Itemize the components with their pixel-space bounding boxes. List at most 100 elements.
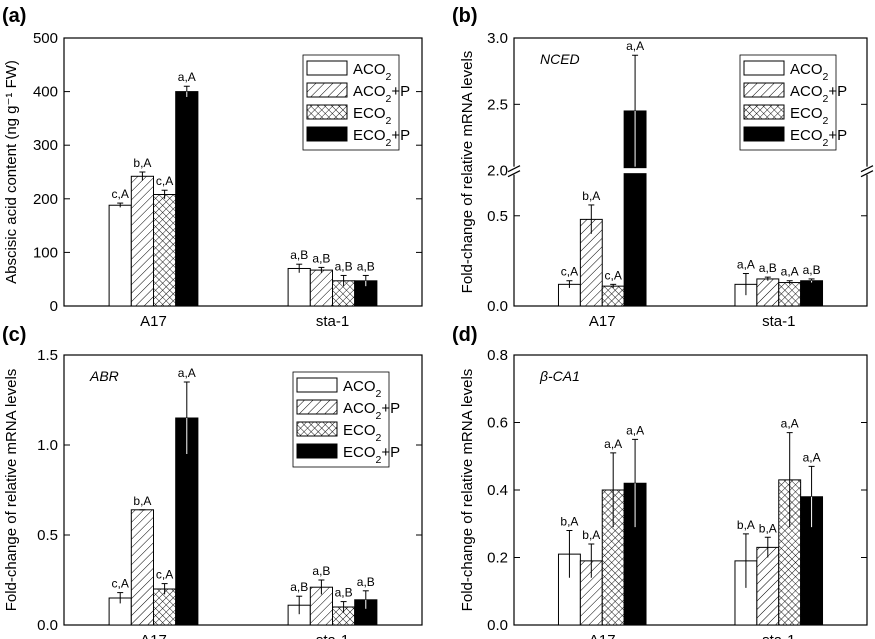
panel-a-ytick-label: 400 [33, 84, 58, 101]
panel-c-plot-frame [63, 354, 423, 626]
panel-b-bar-label: c,A [561, 265, 578, 279]
panel-c-ytick-label: 0.0 [37, 617, 58, 634]
panel-d-ytick-label: 0.6 [487, 415, 508, 432]
panel-d-category-label: sta-1 [762, 632, 795, 639]
panel-d-bar-label: a,A [604, 437, 622, 451]
panel-c-legend-label: ECO2 [343, 422, 382, 444]
panel-a-bar-label: a,B [312, 251, 330, 265]
panel-c-category-label: A17 [140, 632, 167, 639]
panel-a-legend-label: ACO2+P [353, 83, 410, 105]
panel-c-bar-label: a,A [178, 366, 196, 380]
panel-c-legend-swatch [296, 377, 338, 393]
panel-b-bar-label: a,A [781, 265, 799, 279]
panel-d-ytick-label: 0.2 [487, 550, 508, 567]
panel-d-bar [756, 546, 780, 626]
panel-b-bar-label: b,A [582, 189, 600, 203]
panel-b-legend-label: ACO2+P [790, 83, 847, 105]
panel-c-gene-name: ABR [89, 368, 119, 384]
panel-label-b: (b) [452, 5, 478, 27]
panel-a-ytick-label: 500 [33, 30, 58, 47]
panel-c-bar-label: c,A [112, 577, 129, 591]
panel-c-legend-swatch [296, 399, 338, 415]
panel-b-bar [756, 278, 780, 307]
panel-a-legend-swatch [306, 82, 348, 98]
panel-b-y-axis-label: Fold-change of relative mRNA levels [459, 51, 476, 294]
panel-a-y-axis-label: Abscisic acid content (ng g⁻¹ FW) [3, 60, 20, 284]
panel-b-break-mark [507, 165, 521, 173]
panel-b-ytick-label: 0.0 [487, 298, 508, 315]
panel-c-bar-label: a,B [357, 575, 375, 589]
panel-c-bar-label: a,B [290, 580, 308, 594]
panel-a-category-label: A17 [140, 313, 167, 330]
panel-b-ytick-label: 0.5 [487, 208, 508, 225]
panel-c-ytick-label: 0.5 [37, 527, 58, 544]
panel-a-ytick-label: 300 [33, 137, 58, 154]
panel-label-c: (c) [2, 324, 26, 346]
panel-a-legend-swatch [306, 126, 348, 142]
panel-c-ytick-label: 1.0 [37, 437, 58, 454]
panel-a-bar-label: c,A [156, 174, 173, 188]
panel-b-bar-label: a,A [626, 39, 644, 53]
panel-c-bar-label: b,A [133, 494, 151, 508]
panel-a-legend-label: ECO2 [353, 105, 392, 127]
panel-c-legend-swatch [296, 421, 338, 437]
panel-b-legend-swatch [743, 60, 785, 76]
panel-a-legend-label: ECO2+P [353, 127, 410, 149]
panel-d-ytick-label: 0.8 [487, 347, 508, 364]
panel-b-legend-swatch [743, 126, 785, 142]
panel-d-bar-label: a,A [781, 417, 799, 431]
panel-c-legend-label: ECO2+P [343, 444, 400, 466]
panel-b-legend-swatch [743, 104, 785, 120]
panel-d-bar-label: a,A [626, 423, 644, 437]
panel-d-category-label: A17 [589, 632, 616, 639]
panel-b-legend-label: ACO2 [790, 61, 829, 83]
panel-c-legend-label: ACO2 [343, 378, 382, 400]
panel-a-bar-label: a,A [178, 70, 196, 84]
panel-b-bar-label: c,A [605, 268, 622, 282]
panel-b-bar [601, 285, 625, 307]
panel-a-bar [175, 91, 199, 307]
panel-a-bar [130, 175, 154, 307]
panel-a-bar-label: a,B [357, 259, 375, 273]
panel-a-category-label: sta-1 [316, 313, 349, 330]
panel-d-y-axis-label: Fold-change of relative mRNA levels [459, 369, 476, 612]
panel-d-ytick-label: 0.4 [487, 482, 508, 499]
panel-a-ytick-label: 0 [50, 298, 58, 315]
panel-d-bar-label: b,A [759, 521, 777, 535]
panel-b-ytick-label: 3.0 [487, 30, 508, 47]
panel-a-legend-swatch [306, 60, 348, 76]
panel-label-a: (a) [2, 5, 26, 27]
panel-a-ytick-label: 100 [33, 244, 58, 261]
panel-d-gene-name: β-CA1 [539, 368, 580, 384]
panel-c-bar-label: a,B [335, 586, 353, 600]
panel-c-ytick-label: 1.5 [37, 347, 58, 364]
panel-b-ytick-label: 2.0 [487, 163, 508, 180]
panel-c-chart: 0.0 0.5 1.0 1.5 Fold-change of relative mRNA… [3, 347, 423, 639]
panel-d-bar-label: b,A [737, 518, 755, 532]
panel-c-y-axis-label: Fold-change of relative mRNA levels [3, 369, 20, 612]
panel-b-bar-label: a,A [737, 258, 755, 272]
panel-c-bar-label: c,A [156, 568, 173, 582]
panel-d-chart: 0.0 0.2 0.4 0.6 0.8 Fold-change of relative m… [459, 347, 868, 639]
panel-b-chart: 0.0 0.5 2.0 2.5 3.0 Fold-change of relative m… [459, 30, 874, 330]
panel-b-break-gap [508, 166, 520, 175]
panel-b-bar [778, 282, 802, 307]
panel-d-bar-label: b,A [582, 528, 600, 542]
panel-b-legend-swatch [743, 82, 785, 98]
panel-b-bar-label: a,B [759, 261, 777, 275]
panel-b-break-gap [861, 166, 873, 175]
panel-a-chart: 0 100 200 300 400 500 Abscisic acid content (n… [3, 30, 423, 330]
panel-b-ytick-label: 2.5 [487, 96, 508, 113]
panel-a-bar [153, 194, 177, 307]
panel-a-bar-label: b,A [133, 156, 151, 170]
panel-b-break-mark [507, 170, 521, 178]
panel-a-bar [287, 267, 311, 307]
panel-a-bar [108, 204, 132, 307]
panel-a-bar-label: a,B [290, 248, 308, 262]
panel-a-bar [309, 269, 333, 307]
panel-b-category-label: A17 [589, 313, 616, 330]
panel-d-bar-label: a,A [803, 450, 821, 464]
panel-b-break-mark [860, 170, 874, 178]
panel-b-bar [800, 280, 824, 307]
panel-a-plot-frame [63, 37, 423, 307]
